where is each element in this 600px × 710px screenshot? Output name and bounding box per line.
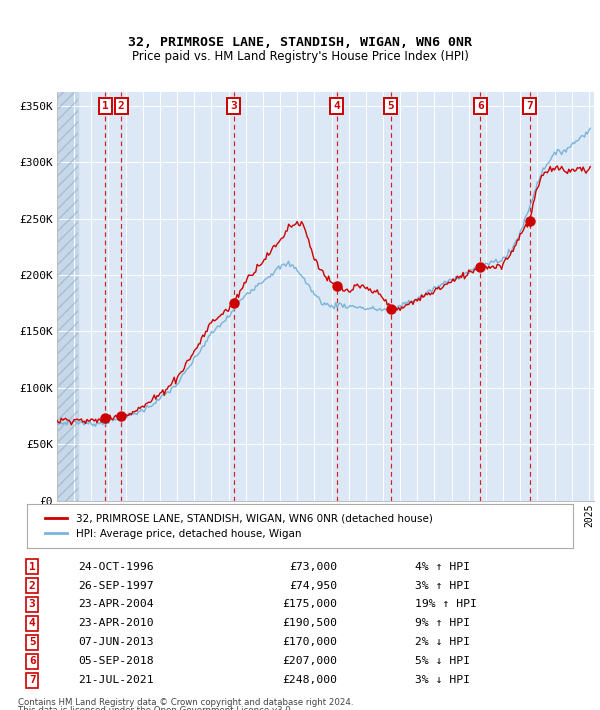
Bar bbox=[57, 92, 79, 501]
Text: 2% ↓ HPI: 2% ↓ HPI bbox=[415, 638, 470, 648]
Text: 6: 6 bbox=[477, 101, 484, 111]
Text: 9% ↑ HPI: 9% ↑ HPI bbox=[415, 618, 470, 628]
Text: 5: 5 bbox=[387, 101, 394, 111]
Bar bbox=[57, 92, 79, 501]
Text: 4% ↑ HPI: 4% ↑ HPI bbox=[415, 562, 470, 572]
Text: £207,000: £207,000 bbox=[283, 656, 337, 666]
Text: 07-JUN-2013: 07-JUN-2013 bbox=[78, 638, 154, 648]
Text: 21-JUL-2021: 21-JUL-2021 bbox=[78, 675, 154, 685]
Legend: 32, PRIMROSE LANE, STANDISH, WIGAN, WN6 0NR (detached house), HPI: Average price: 32, PRIMROSE LANE, STANDISH, WIGAN, WN6 … bbox=[40, 509, 437, 543]
Text: This data is licensed under the Open Government Licence v3.0.: This data is licensed under the Open Gov… bbox=[18, 706, 293, 710]
Text: 7: 7 bbox=[29, 675, 35, 685]
Text: 4: 4 bbox=[334, 101, 340, 111]
Text: 4: 4 bbox=[29, 618, 35, 628]
Text: 7: 7 bbox=[526, 101, 533, 111]
Text: 1: 1 bbox=[102, 101, 109, 111]
Text: £190,500: £190,500 bbox=[283, 618, 337, 628]
Text: 3% ↑ HPI: 3% ↑ HPI bbox=[415, 581, 470, 591]
Text: 1: 1 bbox=[29, 562, 35, 572]
Text: £73,000: £73,000 bbox=[289, 562, 337, 572]
Text: £175,000: £175,000 bbox=[283, 599, 337, 609]
Text: Contains HM Land Registry data © Crown copyright and database right 2024.: Contains HM Land Registry data © Crown c… bbox=[18, 698, 353, 707]
Text: 5% ↓ HPI: 5% ↓ HPI bbox=[415, 656, 470, 666]
Text: 2: 2 bbox=[29, 581, 35, 591]
Text: 3: 3 bbox=[29, 599, 35, 609]
Text: 2: 2 bbox=[118, 101, 125, 111]
Text: 23-APR-2010: 23-APR-2010 bbox=[78, 618, 154, 628]
Text: 3% ↓ HPI: 3% ↓ HPI bbox=[415, 675, 470, 685]
Text: 5: 5 bbox=[29, 638, 35, 648]
Text: £170,000: £170,000 bbox=[283, 638, 337, 648]
Text: 19% ↑ HPI: 19% ↑ HPI bbox=[415, 599, 477, 609]
Text: £248,000: £248,000 bbox=[283, 675, 337, 685]
Text: 3: 3 bbox=[230, 101, 237, 111]
Text: 23-APR-2004: 23-APR-2004 bbox=[78, 599, 154, 609]
Text: 05-SEP-2018: 05-SEP-2018 bbox=[78, 656, 154, 666]
Text: £74,950: £74,950 bbox=[289, 581, 337, 591]
Text: 24-OCT-1996: 24-OCT-1996 bbox=[78, 562, 154, 572]
Text: 32, PRIMROSE LANE, STANDISH, WIGAN, WN6 0NR: 32, PRIMROSE LANE, STANDISH, WIGAN, WN6 … bbox=[128, 36, 472, 49]
Text: 6: 6 bbox=[29, 656, 35, 666]
Text: Price paid vs. HM Land Registry's House Price Index (HPI): Price paid vs. HM Land Registry's House … bbox=[131, 50, 469, 63]
Text: 26-SEP-1997: 26-SEP-1997 bbox=[78, 581, 154, 591]
